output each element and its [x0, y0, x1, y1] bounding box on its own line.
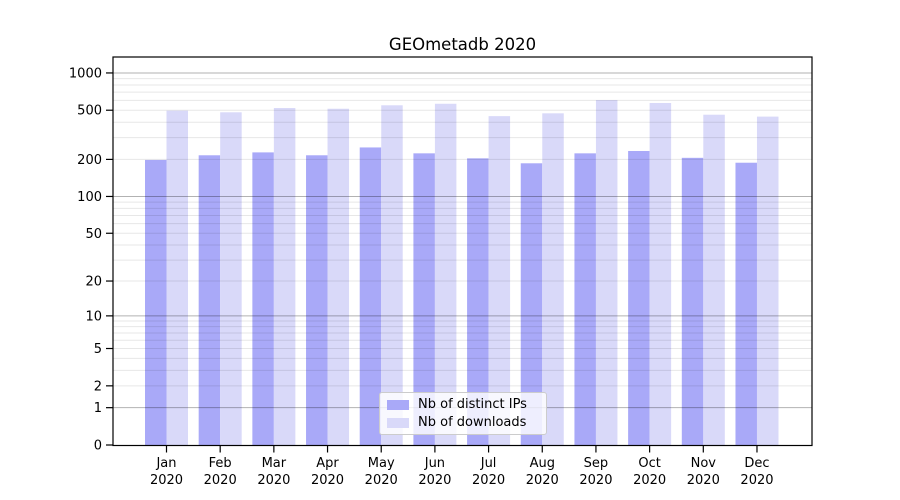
bar-distinct-ips: [681, 157, 704, 446]
x-tick-label-month: Apr: [316, 456, 339, 471]
bar-downloads: [756, 116, 779, 446]
bar-distinct-ips: [252, 152, 274, 446]
bar-distinct-ips: [520, 163, 543, 446]
bar-distinct-ips: [735, 162, 757, 446]
plot-border: [112, 56, 813, 447]
x-tick-label-month: Aug: [530, 456, 555, 471]
x-tick-label-year: 2020: [150, 473, 183, 488]
y-tick-label: 1: [94, 401, 102, 416]
x-tick-label-year: 2020: [579, 473, 612, 488]
bar-downloads: [166, 110, 188, 446]
bar-downloads: [381, 105, 403, 446]
bar-downloads: [273, 108, 296, 446]
bar-downloads: [595, 100, 618, 446]
chart-title: GEOmetadb 2020: [388, 35, 537, 54]
bar-downloads: [327, 108, 350, 446]
x-tick-label-year: 2020: [204, 473, 237, 488]
legend-item-downloads: Nb of downloads: [387, 416, 546, 430]
x-tick-label-month: Mar: [262, 456, 287, 471]
legend-label-downloads: Nb of downloads: [418, 415, 527, 430]
x-tick-label-year: 2020: [740, 473, 773, 488]
bar-distinct-ips: [198, 155, 221, 446]
bar-downloads: [488, 116, 511, 446]
x-tick-label-month: Oct: [638, 456, 660, 471]
legend-swatch-distinct-ips: [387, 399, 409, 410]
y-tick-label: 200: [77, 153, 102, 168]
x-tick-label-year: 2020: [633, 473, 666, 488]
bar-distinct-ips: [574, 153, 596, 446]
legend-swatch-downloads: [387, 417, 409, 428]
x-tick-label-month: Jun: [424, 456, 445, 471]
x-tick-label-year: 2020: [472, 473, 505, 488]
bar-distinct-ips: [628, 150, 650, 446]
x-tick-label-month: Jul: [480, 456, 497, 471]
x-tick-label-year: 2020: [418, 473, 451, 488]
x-tick-label-month: Dec: [744, 456, 769, 471]
bar-distinct-ips: [413, 153, 435, 446]
y-tick-label: 5: [94, 342, 102, 357]
bar-downloads: [434, 103, 457, 446]
y-tick-label: 50: [85, 227, 102, 242]
x-tick-label-year: 2020: [311, 473, 344, 488]
y-tick-label: 500: [77, 104, 102, 119]
bar-downloads: [649, 102, 672, 446]
x-tick-label-month: Nov: [691, 456, 717, 471]
bar-distinct-ips: [359, 147, 382, 446]
legend-label-distinct-ips: Nb of distinct IPs: [418, 397, 527, 412]
x-tick-label-month: Jan: [155, 456, 176, 471]
x-tick-label-month: May: [368, 456, 395, 471]
bar-distinct-ips: [467, 158, 489, 446]
bar-downloads: [542, 113, 564, 446]
y-tick-label: 100: [77, 190, 102, 205]
bar-distinct-ips: [145, 159, 167, 446]
bar-downloads: [220, 112, 242, 446]
y-tick-label: 1000: [69, 66, 102, 81]
legend-item-distinct-ips: Nb of distinct IPs: [387, 398, 546, 412]
y-tick-label: 20: [85, 275, 102, 290]
x-tick-label-month: Feb: [209, 456, 232, 471]
x-tick-label-year: 2020: [257, 473, 290, 488]
x-tick-label-year: 2020: [365, 473, 398, 488]
legend: Nb of distinct IPs Nb of downloads: [379, 392, 547, 435]
y-tick-label: 10: [85, 309, 102, 324]
y-tick-label: 0: [94, 439, 102, 454]
x-tick-label-year: 2020: [526, 473, 559, 488]
bar-downloads: [703, 114, 725, 446]
x-tick-label-year: 2020: [687, 473, 720, 488]
bar-distinct-ips: [306, 155, 328, 446]
x-tick-label-month: Sep: [584, 456, 609, 471]
y-tick-label: 2: [94, 379, 102, 394]
